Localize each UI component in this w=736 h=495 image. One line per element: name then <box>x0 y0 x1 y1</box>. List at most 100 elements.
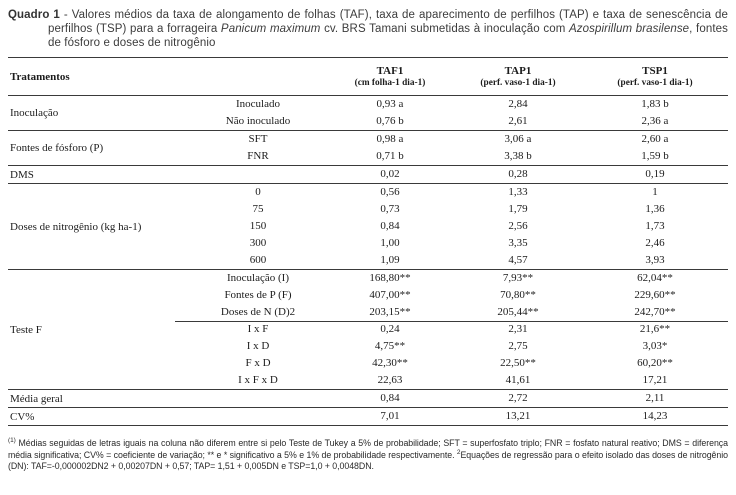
table-footnote: (1) Médias seguidas de letras iguais na … <box>8 437 728 473</box>
caption-species-2: Azospirillum brasilense <box>568 23 690 35</box>
value-cell: 0,76 b <box>376 115 404 127</box>
value-cell: 1,83 b <box>641 98 669 110</box>
value-cell: 407,00** <box>369 289 411 301</box>
section-label: Inoculação <box>10 107 59 119</box>
row-label: Fontes de P (F) <box>224 289 292 301</box>
value-cell: 1,33 <box>508 186 528 198</box>
value-cell: 205,44** <box>497 306 539 318</box>
header-treatments: Tratamentos <box>10 70 70 83</box>
value-cell: 2,61 <box>508 115 528 127</box>
section-label: DMS <box>10 168 34 181</box>
value-cell: 0,93 a <box>376 98 404 110</box>
data-table: Tratamentos TAF1 (cm folha-1 dia-1) TAP1… <box>8 57 728 426</box>
row-label: Inoculado <box>236 98 280 110</box>
value-cell: 0,73 <box>380 203 400 215</box>
value-cell: 7,93** <box>502 272 534 284</box>
row-label: 150 <box>249 220 267 232</box>
value-cell: 0,56 <box>380 186 400 198</box>
value-cell: 0,24 <box>380 323 400 335</box>
row-label: F x D <box>245 357 271 369</box>
header-col-tsp-name: TSP1 <box>642 64 668 77</box>
value-cell: 3,03* <box>642 340 668 352</box>
row-label: Doses de N (D)2 <box>220 306 296 318</box>
row-label: 0 <box>255 186 261 198</box>
value-cell: 41,61 <box>505 374 531 386</box>
value-cell: 2,72 <box>508 392 528 404</box>
caption-text-2: cv. BRS Tamani submetidas à inoculação c… <box>320 23 569 35</box>
value-cell: 22,50** <box>500 357 536 369</box>
section-teste-f: Teste F Inoculação (I) 168,80** 7,93** 6… <box>8 270 728 390</box>
value-cell: 21,6** <box>639 323 671 335</box>
value-cell: 0,84 <box>380 392 400 404</box>
footnote-text-2: Equações de regressão para o efeito isol… <box>8 449 728 472</box>
row-label: Inoculação (I) <box>227 272 289 284</box>
value-cell: 2,31 <box>508 323 528 335</box>
value-cell: 0,84 <box>380 220 400 232</box>
value-cell: 42,30** <box>372 357 408 369</box>
value-cell: 2,84 <box>508 98 528 110</box>
section-media-geral: Média geral 0,84 2,72 2,11 <box>8 390 728 408</box>
row-label: 600 <box>249 254 267 266</box>
header-col-taf: TAF1 (cm folha-1 dia-1) <box>326 58 454 95</box>
value-cell: 203,15** <box>369 306 411 318</box>
value-cell: 62,04** <box>637 272 673 284</box>
partial-divider-line <box>175 321 728 322</box>
caption-text-1: - Valores médios da taxa de alongamento … <box>48 9 728 35</box>
section-doses-nitrogenio: Doses de nitrogênio (kg ha-1) 0 0,56 1,3… <box>8 184 728 270</box>
row-label: Não inoculado <box>225 115 291 127</box>
value-cell: 3,93 <box>645 254 665 266</box>
header-col-taf-name: TAF1 <box>376 64 404 77</box>
value-cell: 1,59 b <box>641 150 669 162</box>
section-fosforo: Fontes de fósforo (P) SFT 0,98 a 3,06 a … <box>8 131 728 166</box>
footnote-ref-2: 2 <box>456 448 461 456</box>
value-cell: 1,09 <box>380 254 400 266</box>
table-caption: Quadro 1 - Valores médios da taxa de alo… <box>8 8 728 50</box>
value-cell: 2,75 <box>508 340 528 352</box>
header-col-tsp: TSP1 (perf. vaso-1 dia-1) <box>582 58 728 95</box>
value-cell: 1 <box>652 186 658 198</box>
section-label: Teste F <box>10 323 42 336</box>
value-cell: 0,28 <box>508 168 528 180</box>
value-cell: 168,80** <box>369 272 411 284</box>
value-cell: 0,02 <box>380 168 400 180</box>
header-col-tsp-unit: (perf. vaso-1 dia-1) <box>617 77 693 88</box>
header-col-tap-name: TAP1 <box>504 64 532 77</box>
value-cell: 1,00 <box>380 237 400 249</box>
value-cell: 2,46 <box>645 237 665 249</box>
section-label: Fontes de fósforo (P) <box>10 142 104 154</box>
value-cell: 13,21 <box>505 410 531 422</box>
value-cell: 4,75** <box>374 340 406 352</box>
value-cell: 2,56 <box>508 220 528 232</box>
value-cell: 14,23 <box>642 410 668 422</box>
value-cell: 1,73 <box>645 220 665 232</box>
value-cell: 1,79 <box>508 203 528 215</box>
section-label: Média geral <box>10 392 63 405</box>
value-cell: 60,20** <box>637 357 673 369</box>
footnote-text-1: Médias seguidas de letras iguais na colu… <box>8 438 728 460</box>
value-cell: 2,60 a <box>641 133 669 145</box>
value-cell: 17,21 <box>642 374 668 386</box>
value-cell: 2,36 a <box>641 115 669 127</box>
value-cell: 3,35 <box>508 237 528 249</box>
caption-text-3: , fontes de fósforo e doses de nitrogêni… <box>48 23 728 49</box>
value-cell: 22,63 <box>377 374 403 386</box>
section-dms: DMS 0,02 0,28 0,19 <box>8 166 728 184</box>
caption-number: Quadro 1 <box>8 9 60 21</box>
row-label: I x F <box>247 323 269 335</box>
value-cell: 229,60** <box>634 289 676 301</box>
row-label: 75 <box>252 203 264 215</box>
row-label: 300 <box>249 237 267 249</box>
value-cell: 3,06 a <box>504 133 532 145</box>
row-label: SFT <box>248 133 268 145</box>
value-cell: 1,36 <box>645 203 665 215</box>
section-label: CV% <box>10 410 35 423</box>
row-label: I x F x D <box>238 374 278 386</box>
section-label: Doses de nitrogênio (kg ha-1) <box>10 220 142 233</box>
value-cell: 0,98 a <box>376 133 404 145</box>
value-cell: 0,19 <box>645 168 665 180</box>
value-cell: 0,71 b <box>376 150 404 162</box>
row-label: I x D <box>246 340 270 352</box>
section-inoculacao: Inoculação Inoculado 0,93 a 2,84 1,83 b … <box>8 96 728 131</box>
value-cell: 70,80** <box>500 289 536 301</box>
